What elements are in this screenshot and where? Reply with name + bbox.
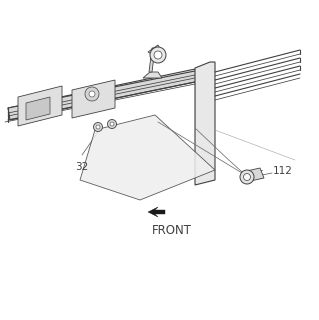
Circle shape <box>85 87 99 101</box>
Circle shape <box>243 173 250 180</box>
Circle shape <box>93 123 102 132</box>
Circle shape <box>89 91 95 97</box>
Polygon shape <box>195 62 215 185</box>
Circle shape <box>108 119 116 129</box>
Polygon shape <box>26 97 50 120</box>
Circle shape <box>110 122 114 126</box>
Circle shape <box>96 125 100 129</box>
Polygon shape <box>72 80 115 118</box>
Polygon shape <box>149 48 155 72</box>
Circle shape <box>154 51 162 59</box>
Polygon shape <box>8 70 200 120</box>
Polygon shape <box>80 115 215 200</box>
Polygon shape <box>148 207 165 217</box>
Polygon shape <box>148 45 162 56</box>
Text: FRONT: FRONT <box>152 224 192 237</box>
Text: 112: 112 <box>273 166 293 176</box>
Polygon shape <box>8 68 200 112</box>
Text: 32: 32 <box>75 162 88 172</box>
Polygon shape <box>242 168 264 182</box>
Circle shape <box>240 170 254 184</box>
Polygon shape <box>143 72 162 78</box>
Circle shape <box>150 47 166 63</box>
Polygon shape <box>18 86 62 126</box>
